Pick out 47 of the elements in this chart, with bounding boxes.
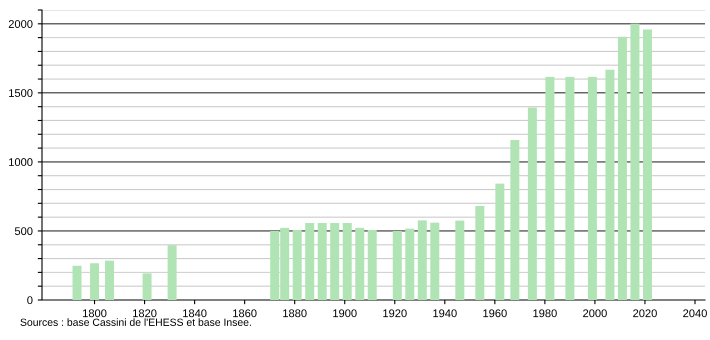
x-tick-label: 1840 xyxy=(183,309,207,318)
bar xyxy=(330,222,340,300)
bar xyxy=(90,263,100,300)
bar xyxy=(368,230,377,300)
x-tick-label: 1960 xyxy=(483,309,507,318)
bar xyxy=(565,76,574,300)
bar xyxy=(618,36,627,300)
bar xyxy=(355,228,364,300)
bar xyxy=(168,245,177,300)
x-tick-label: 1880 xyxy=(283,309,307,318)
bar xyxy=(495,184,504,300)
x-tick-label: 1900 xyxy=(333,309,357,318)
bar xyxy=(475,206,484,300)
bar xyxy=(545,76,554,300)
x-tick-label: 1860 xyxy=(233,309,257,318)
bar xyxy=(142,273,152,300)
bar xyxy=(305,222,314,300)
x-tick-label: 1800 xyxy=(83,309,106,318)
x-tick-label: 1940 xyxy=(433,309,457,318)
y-tick-label: 0 xyxy=(27,296,33,304)
bar xyxy=(642,29,652,300)
y-tick-label: 1000 xyxy=(9,158,33,166)
bar xyxy=(528,108,537,300)
bar xyxy=(588,76,597,300)
bar xyxy=(72,266,82,300)
bar xyxy=(392,230,402,300)
bar xyxy=(605,70,614,300)
x-tick-label: 2020 xyxy=(633,309,657,318)
bar xyxy=(342,222,352,300)
x-tick-label: 1920 xyxy=(383,309,407,318)
bar xyxy=(418,220,427,300)
x-tick-label: 2040 xyxy=(683,309,707,318)
bar xyxy=(318,222,327,300)
y-tick-label: 1500 xyxy=(9,89,33,97)
bar xyxy=(405,228,414,300)
source-note: Sources : base Cassini de l'EHESS et base Insee. xyxy=(20,318,251,326)
y-tick-label: 500 xyxy=(14,227,33,236)
bar xyxy=(455,220,464,300)
bar xyxy=(292,230,302,300)
bar xyxy=(510,140,520,300)
x-tick-label: 2000 xyxy=(583,309,607,318)
x-tick-label: 1820 xyxy=(133,309,157,318)
x-tick-label: 1980 xyxy=(533,309,557,318)
bar xyxy=(430,222,440,300)
bar xyxy=(630,24,640,300)
bar xyxy=(105,260,114,300)
y-tick-label: 2000 xyxy=(8,20,33,28)
